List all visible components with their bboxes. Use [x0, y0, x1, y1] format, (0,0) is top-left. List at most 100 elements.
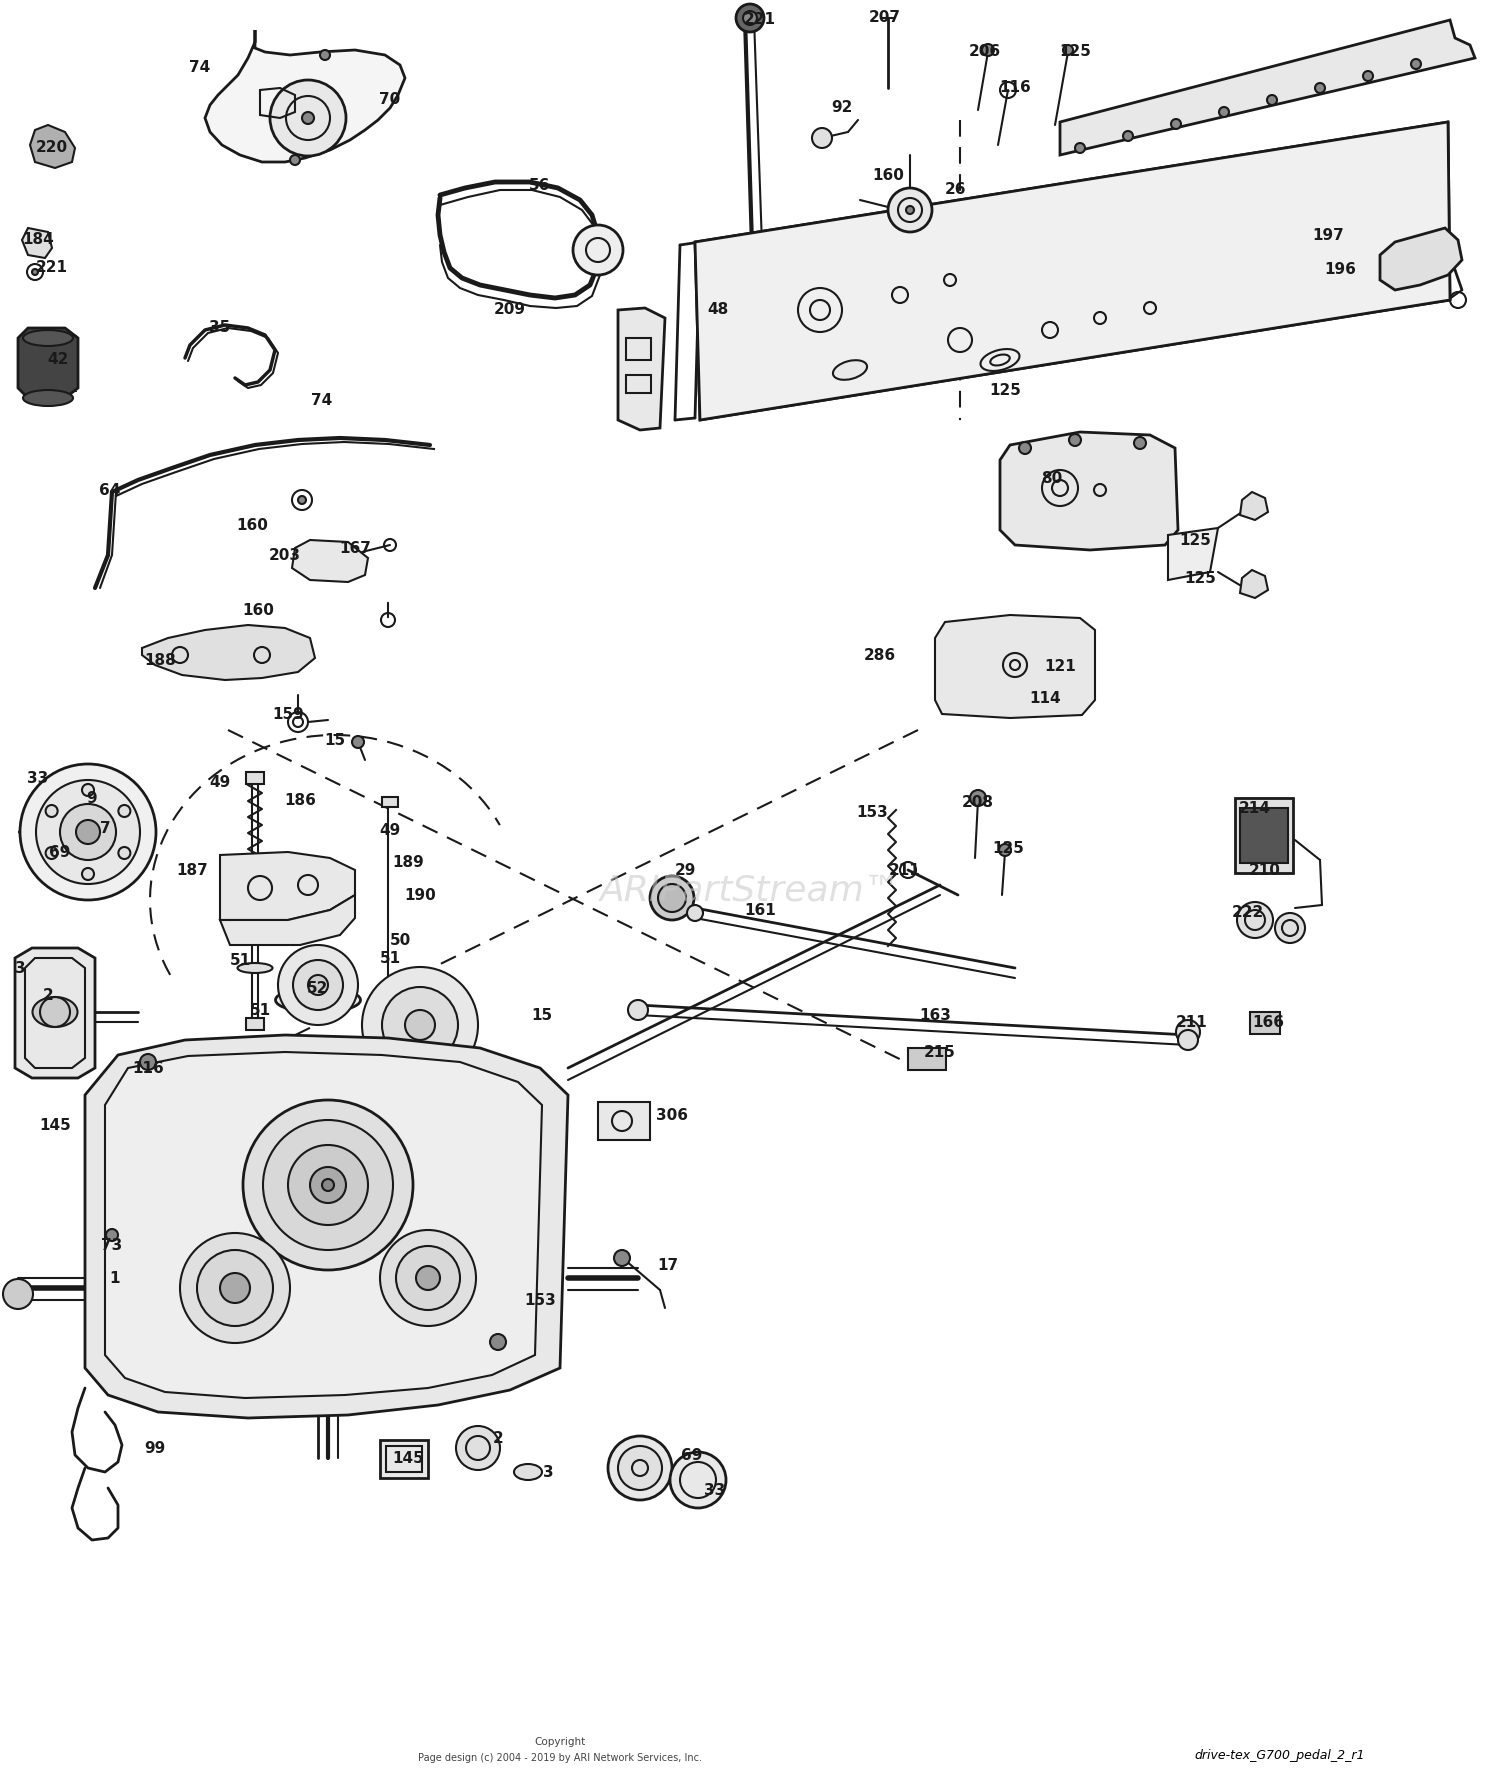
Ellipse shape	[237, 963, 273, 973]
Bar	[1250, 1012, 1280, 1034]
Polygon shape	[1240, 492, 1268, 520]
Text: 73: 73	[102, 1238, 123, 1252]
Bar	[626, 337, 651, 361]
Text: 184: 184	[22, 233, 54, 247]
Text: 49: 49	[210, 774, 231, 790]
Text: 221: 221	[36, 261, 68, 275]
Text: 29: 29	[675, 863, 696, 877]
Circle shape	[352, 735, 364, 748]
Polygon shape	[22, 227, 53, 258]
Polygon shape	[934, 614, 1095, 718]
Text: 2: 2	[492, 1430, 504, 1446]
Text: 159: 159	[272, 707, 304, 721]
Text: 306: 306	[656, 1108, 688, 1122]
Circle shape	[888, 188, 932, 233]
Text: 51: 51	[249, 1002, 270, 1018]
Bar	[246, 773, 264, 783]
Text: 220: 220	[36, 140, 68, 156]
Circle shape	[456, 1426, 500, 1471]
Circle shape	[1316, 83, 1324, 92]
Text: 153: 153	[856, 805, 888, 819]
Circle shape	[118, 805, 130, 817]
Circle shape	[405, 1011, 435, 1041]
Circle shape	[742, 11, 758, 25]
Circle shape	[1076, 144, 1084, 153]
Text: 114: 114	[1029, 691, 1060, 705]
Bar	[908, 1048, 946, 1069]
Bar	[246, 1018, 264, 1030]
Ellipse shape	[514, 1463, 541, 1479]
Circle shape	[1178, 1030, 1198, 1050]
Text: 160: 160	[871, 167, 904, 183]
Polygon shape	[105, 1051, 542, 1398]
Circle shape	[382, 987, 458, 1064]
Circle shape	[298, 496, 306, 504]
Text: 48: 48	[708, 302, 729, 318]
Text: 125: 125	[1184, 570, 1216, 586]
Circle shape	[278, 945, 358, 1025]
Circle shape	[573, 226, 622, 275]
Text: 3: 3	[15, 961, 26, 975]
Circle shape	[292, 961, 344, 1011]
Polygon shape	[220, 895, 356, 945]
Text: 1: 1	[110, 1270, 120, 1286]
Text: 211: 211	[1176, 1014, 1208, 1030]
Text: 186: 186	[284, 792, 316, 808]
Polygon shape	[30, 124, 75, 169]
Text: 74: 74	[312, 392, 333, 407]
Circle shape	[1220, 107, 1228, 117]
Circle shape	[1064, 44, 1072, 55]
Circle shape	[1412, 59, 1420, 69]
Polygon shape	[1168, 527, 1218, 581]
Circle shape	[1275, 913, 1305, 943]
Ellipse shape	[833, 361, 867, 380]
Text: 33: 33	[27, 771, 48, 785]
Text: 3: 3	[543, 1465, 554, 1479]
Text: Copyright: Copyright	[534, 1737, 585, 1748]
Text: 92: 92	[831, 101, 852, 115]
Text: 207: 207	[868, 11, 901, 25]
Circle shape	[970, 790, 986, 806]
Text: 153: 153	[524, 1293, 556, 1307]
Text: 125: 125	[1179, 533, 1210, 547]
Text: 208: 208	[962, 794, 994, 810]
Ellipse shape	[33, 996, 78, 1027]
Circle shape	[1268, 94, 1276, 105]
Circle shape	[60, 805, 116, 860]
Polygon shape	[142, 625, 315, 680]
Text: 116: 116	[999, 80, 1030, 96]
Bar	[1240, 808, 1288, 863]
Text: 42: 42	[48, 352, 69, 368]
Text: Page design (c) 2004 - 2019 by ARI Network Services, Inc.: Page design (c) 2004 - 2019 by ARI Netwo…	[419, 1753, 702, 1764]
Text: 74: 74	[189, 60, 210, 76]
Text: 121: 121	[1044, 659, 1076, 673]
Circle shape	[650, 876, 694, 920]
Ellipse shape	[276, 987, 360, 1012]
Circle shape	[180, 1233, 290, 1343]
Circle shape	[76, 821, 101, 844]
Circle shape	[36, 780, 140, 884]
Ellipse shape	[22, 330, 74, 346]
Text: 52: 52	[308, 980, 328, 996]
Text: 116: 116	[132, 1060, 164, 1076]
Text: 2: 2	[42, 987, 54, 1002]
Text: 50: 50	[390, 932, 411, 948]
Text: 166: 166	[1252, 1014, 1284, 1030]
Text: 125: 125	[988, 382, 1022, 398]
Circle shape	[320, 50, 330, 60]
Polygon shape	[1240, 570, 1268, 599]
Text: 145: 145	[392, 1451, 424, 1465]
Polygon shape	[292, 540, 368, 583]
Circle shape	[1124, 131, 1132, 140]
Circle shape	[3, 1279, 33, 1309]
Text: 188: 188	[144, 652, 176, 668]
Circle shape	[658, 884, 686, 913]
Circle shape	[220, 1273, 251, 1304]
Circle shape	[608, 1437, 672, 1501]
Circle shape	[308, 975, 328, 995]
Text: 33: 33	[705, 1483, 726, 1497]
Circle shape	[812, 128, 832, 147]
Text: 167: 167	[339, 540, 370, 556]
Circle shape	[999, 844, 1011, 856]
Bar	[386, 1446, 422, 1472]
